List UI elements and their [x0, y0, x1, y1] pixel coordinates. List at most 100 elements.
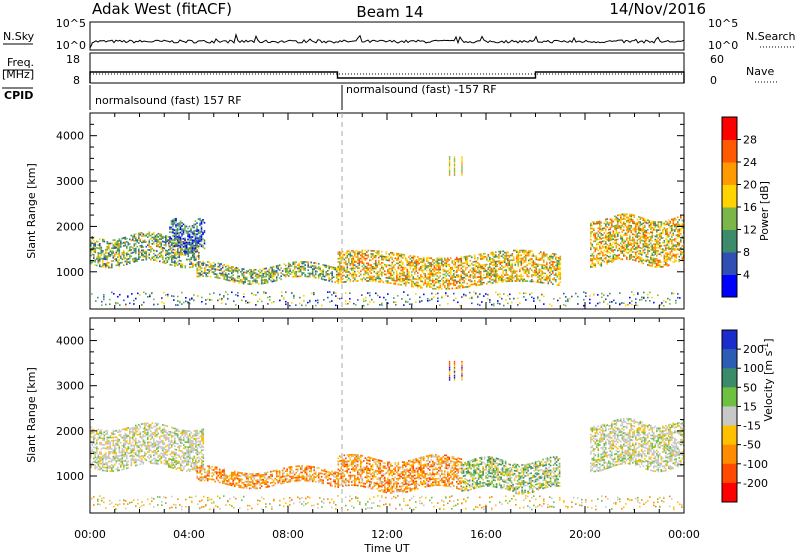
echo-region [196, 465, 339, 490]
colorbar-swatch [722, 117, 737, 140]
colorbar-tick-label: -200 [743, 477, 768, 490]
colorbar-swatch [722, 229, 737, 253]
echo-region [90, 422, 205, 472]
y-tick-4000: 4000 [56, 123, 684, 143]
colorbar-tick-label: -15 [743, 420, 761, 433]
colorbar-swatch [722, 330, 737, 350]
colorbar-swatch [722, 425, 737, 446]
colorbar-swatch [722, 463, 737, 484]
power-panel: 1000 2000 3000 4000 Slant Range [km] 4 8 12 16… [25, 112, 771, 310]
colorbar-tick-label: 200 [743, 343, 764, 356]
y-tick-4000: 4000 [56, 328, 684, 348]
echo-region [169, 217, 206, 255]
colorbar-swatch [722, 207, 737, 230]
nsearch-tick-top: 10^5 [708, 17, 738, 30]
y-tick-3000: 3000 [56, 351, 684, 393]
y-tick-label: 1000 [56, 266, 84, 279]
near-range-echoes [91, 495, 683, 511]
cpid-segment-2: normalsound (fast) -157 RF [346, 83, 497, 96]
freq-line [89, 71, 685, 83]
freq-label-1: Freq. [7, 56, 34, 69]
isolated-echoes [448, 156, 463, 176]
nave-label: Nave [746, 65, 774, 78]
colorbar-swatch [722, 482, 737, 503]
y-tick-label: 2000 [56, 220, 84, 233]
nsearch-label: N.Search [746, 30, 796, 43]
velocity-cb-label: Velocity [m s-1] [761, 338, 775, 421]
velocity-panel: 1000 2000 3000 4000 Slant Range [km] 200 100… [25, 317, 775, 514]
nsky-label: N.Sky [3, 30, 35, 43]
x-axis-label: Time UT [363, 542, 409, 554]
x-tick-label: 04:00 [173, 528, 205, 541]
colorbar-swatch [722, 139, 737, 163]
nave-tick-top: 60 [710, 53, 724, 66]
y-tick-1000: 1000 [56, 237, 684, 279]
colorbar-tick-label: 8 [743, 246, 750, 259]
colorbar-tick-label: 24 [743, 156, 757, 169]
date-label: 14/Nov/2016 [609, 0, 706, 18]
colorbar-tick-label: 100 [743, 362, 764, 375]
cpid-panel: CPID normalsound (fast) 157 RF normalsou… [2, 83, 497, 110]
y-tick-label: 3000 [56, 380, 84, 393]
x-tick-label: 12:00 [371, 528, 403, 541]
isolated-echoes [448, 360, 463, 381]
freq-tick-top: 18 [66, 53, 80, 66]
echo-region [337, 453, 463, 494]
colorbar-swatch [722, 406, 737, 427]
colorbar-swatch [722, 444, 737, 465]
station-title: Adak West (fitACF) [92, 0, 232, 18]
nsky-panel: N.Sky 10^5 10^0 10^5 10^0 N.Search [3, 17, 796, 52]
colorbar-tick-label: 4 [743, 269, 750, 282]
y-tick-label: 2000 [56, 425, 84, 438]
near-range-echoes [91, 291, 681, 307]
colorbar-swatch [722, 184, 737, 208]
nsky-tick-top: 10^5 [56, 17, 86, 30]
beam-label: Beam 14 [356, 3, 423, 21]
echo-region [590, 417, 685, 473]
bottom-x-tick-labels: 00:00 04:00 08:00 12:00 16:00 20:00 00:00 [74, 528, 700, 541]
echo-region [461, 456, 561, 495]
velocity-ylabel: Slant Range [km] [25, 367, 38, 463]
power-x-ticks [89, 113, 685, 309]
x-tick-label: 20:00 [569, 528, 601, 541]
colorbar-tick-label: 20 [743, 179, 757, 192]
colorbar-swatch [722, 387, 737, 407]
cpid-segment-1: normalsound (fast) 157 RF [95, 94, 242, 107]
y-tick-label: 1000 [56, 470, 84, 483]
colorbar-tick-label: 12 [743, 224, 757, 237]
nsearch-tick-bottom: 10^0 [708, 39, 738, 52]
colorbar-tick-label: -100 [743, 458, 768, 471]
nsky-line [89, 32, 685, 49]
nave-tick-bottom: 0 [710, 74, 717, 87]
echo-region [590, 213, 685, 268]
colorbar-swatch [722, 274, 737, 298]
colorbar-tick-label: 28 [743, 134, 757, 147]
power-ylabel: Slant Range [km] [25, 163, 38, 259]
velocity-x-ticks [89, 318, 685, 513]
freq-label-2: [MHz] [2, 68, 34, 81]
x-tick-label: 00:00 [668, 528, 700, 541]
y-tick-label: 4000 [56, 130, 84, 143]
freq-tick-bottom: 8 [73, 74, 80, 87]
colorbar-tick-label: 15 [743, 400, 757, 413]
y-tick-3000: 3000 [56, 146, 684, 188]
y-tick-2000: 2000 [56, 396, 684, 438]
colorbar-swatch [722, 349, 737, 369]
power-colorbar: 4 8 12 16 20 24 28 [721, 116, 757, 298]
x-tick-label: 16:00 [470, 528, 502, 541]
colorbar-swatch [722, 368, 737, 388]
x-tick-label: 00:00 [74, 528, 106, 541]
freq-panel: Freq. [MHz] 18 8 60 0 Nave [2, 52, 778, 87]
power-cb-label: Power [dB] [758, 181, 771, 241]
colorbar-swatch [722, 252, 737, 275]
y-tick-label: 3000 [56, 175, 84, 188]
x-tick-label: 08:00 [272, 528, 304, 541]
cpid-label: CPID [4, 89, 33, 102]
nsky-tick-bottom: 10^0 [56, 39, 86, 52]
velocity-colorbar: 200 100 50 15 -15 -50 -100 -200 [721, 329, 768, 503]
velocity-data [90, 360, 685, 511]
colorbar-tick-label: -50 [743, 439, 761, 452]
echo-region [196, 261, 339, 286]
power-data [90, 156, 685, 307]
